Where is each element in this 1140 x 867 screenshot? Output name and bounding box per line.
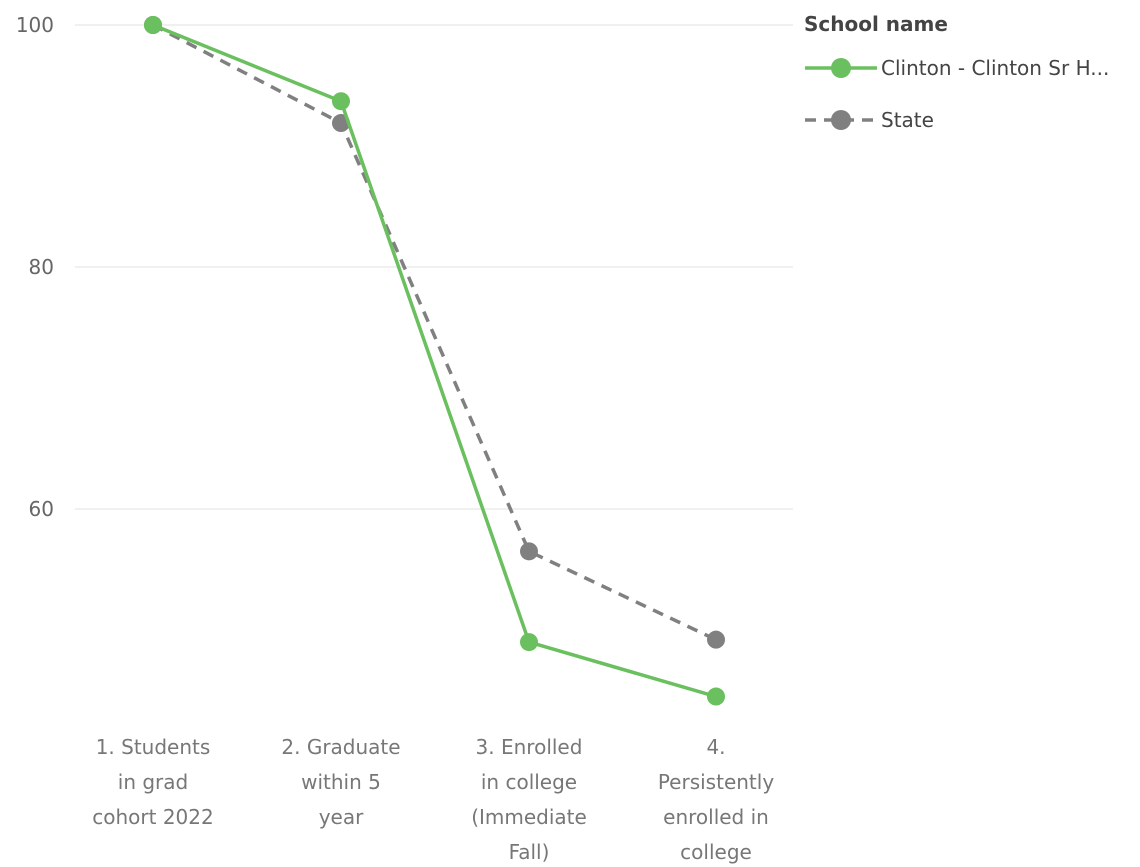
grid-lines xyxy=(75,24,793,510)
y-tick-label: 100 xyxy=(16,13,54,37)
data-point-clinton-4[interactable] xyxy=(707,687,725,706)
legend-item-state[interactable]: State xyxy=(805,108,934,132)
data-point-state-4[interactable] xyxy=(707,630,725,649)
x-tick-label: 3. Enrolled in college (Immediate Fall) xyxy=(471,735,587,864)
data-point-clinton-2[interactable] xyxy=(332,92,350,111)
y-tick-label: 80 xyxy=(29,255,54,279)
data-point-clinton-1[interactable] xyxy=(144,16,162,34)
series-layer xyxy=(144,16,725,706)
x-tick-label: 1. Students in grad cohort 2022 xyxy=(92,735,213,829)
legend-label: State xyxy=(881,108,934,132)
legend[interactable]: School name Clinton - Clinton Sr H... Sta… xyxy=(804,12,1109,132)
legend-item-clinton[interactable]: Clinton - Clinton Sr H... xyxy=(805,56,1109,80)
legend-marker xyxy=(831,110,851,130)
legend-title: School name xyxy=(804,12,948,36)
series-line-state xyxy=(152,23,717,642)
x-tick-label: 2. Graduate within 5 year xyxy=(281,735,400,829)
data-point-clinton-3[interactable] xyxy=(520,633,538,652)
x-axis: 1. Students in grad cohort 2022 2. Graduate… xyxy=(92,735,774,864)
legend-marker xyxy=(831,58,851,78)
data-point-state-3[interactable] xyxy=(520,542,538,561)
series-line-clinton xyxy=(152,23,717,699)
legend-label: Clinton - Clinton Sr H... xyxy=(881,56,1109,80)
x-tick-label: 4. Persistently enrolled in college xyxy=(658,735,774,864)
y-tick-label: 60 xyxy=(29,497,54,521)
y-axis: 60 80 100 xyxy=(16,13,54,521)
